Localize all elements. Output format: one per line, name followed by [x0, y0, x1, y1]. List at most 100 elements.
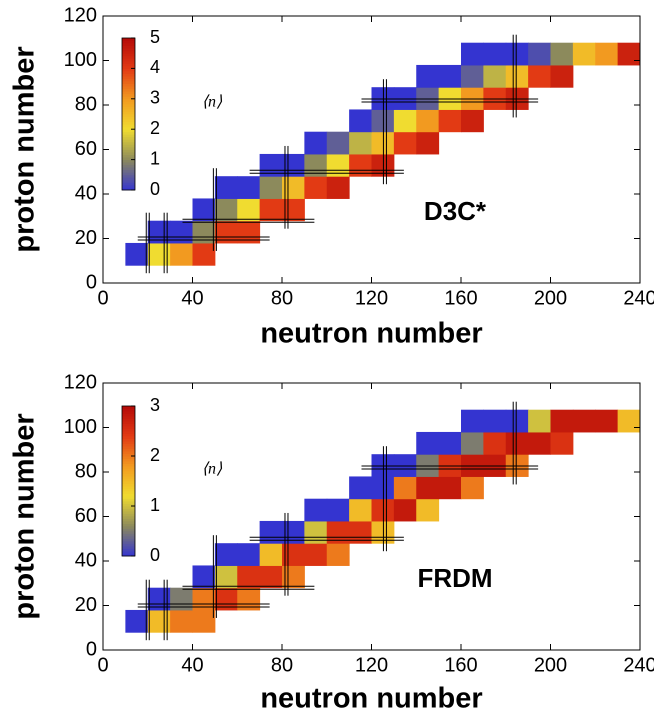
- cell: [125, 609, 149, 633]
- x-tick-label: 80: [271, 287, 293, 309]
- y-tick-label: 20: [75, 227, 97, 249]
- cell: [483, 64, 507, 88]
- colorbar-step: [122, 418, 135, 422]
- x-tick-label: 160: [444, 654, 477, 676]
- colorbar-step: [122, 453, 135, 457]
- model-label: D3C*: [424, 196, 487, 226]
- x-axis-label: neutron number: [260, 683, 482, 715]
- colorbar-tick-label: 0: [150, 179, 160, 199]
- colorbar-step: [122, 548, 135, 552]
- colorbar-step: [122, 413, 135, 417]
- colorbar-step: [122, 136, 135, 140]
- cell: [416, 431, 440, 455]
- colorbar-step: [122, 116, 135, 120]
- colorbar-step: [122, 436, 135, 439]
- cell: [147, 609, 171, 633]
- cell: [170, 609, 193, 633]
- colorbar-step: [122, 50, 135, 54]
- cell: [505, 64, 529, 88]
- cell: [550, 431, 574, 455]
- x-tick-label: 40: [181, 287, 203, 309]
- colorbar-step: [122, 108, 135, 112]
- cell: [438, 109, 462, 133]
- cell: [237, 198, 261, 222]
- cell: [237, 565, 261, 589]
- colorbar-step: [122, 154, 135, 158]
- cell: [550, 409, 574, 433]
- colorbar-step: [122, 119, 135, 122]
- cell: [595, 42, 619, 66]
- colorbar-step: [122, 426, 135, 429]
- cell: [505, 409, 529, 433]
- colorbar-step: [122, 159, 135, 163]
- y-tick-label: 20: [75, 594, 97, 616]
- cell: [461, 42, 484, 66]
- colorbar-step: [122, 438, 135, 442]
- colorbar-step: [122, 174, 135, 178]
- cell: [304, 131, 328, 155]
- colorbar-tick-label: 1: [150, 148, 160, 168]
- colorbar-step: [122, 503, 135, 507]
- colorbar-step: [122, 458, 135, 462]
- colorbar-step: [122, 91, 135, 95]
- model-label: FRDM: [417, 563, 492, 593]
- colorbar-step: [122, 164, 135, 168]
- colorbar-step: [122, 516, 135, 519]
- cell: [483, 431, 507, 455]
- cell: [147, 220, 171, 244]
- colorbar-step: [122, 121, 135, 125]
- cell: [170, 587, 193, 611]
- cell: [528, 64, 551, 88]
- x-tick-label: 80: [271, 654, 293, 676]
- cell: [237, 176, 261, 199]
- colorbar-step: [122, 481, 135, 484]
- colorbar-step: [122, 483, 135, 487]
- cell: [214, 198, 238, 222]
- colorbar-step: [122, 538, 135, 542]
- colorbar-step: [122, 167, 135, 171]
- cell: [170, 220, 193, 244]
- colorbar-step: [122, 124, 135, 128]
- cell: [461, 431, 484, 455]
- x-tick-label: 200: [534, 654, 567, 676]
- colorbar-step: [122, 40, 135, 44]
- colorbar-step: [122, 134, 135, 138]
- colorbar-step: [122, 431, 135, 434]
- cell: [349, 131, 372, 155]
- colorbar-step: [122, 162, 135, 166]
- cell: [237, 543, 261, 566]
- colorbar-step: [122, 179, 135, 183]
- cell: [393, 476, 417, 500]
- colorbar-step: [122, 406, 135, 409]
- colorbar-step: [122, 471, 135, 474]
- cell: [304, 153, 328, 177]
- colorbar-step: [122, 411, 135, 414]
- colorbar-step: [122, 81, 135, 84]
- colorbar-step: [122, 184, 135, 188]
- cell: [192, 220, 216, 244]
- cell: [304, 520, 328, 544]
- colorbar-step: [122, 456, 135, 459]
- colorbar-step: [122, 68, 135, 72]
- cell: [438, 431, 462, 455]
- colorbar-step: [122, 446, 135, 449]
- colorbar-step: [122, 157, 135, 160]
- colorbar-step: [122, 526, 135, 529]
- cell: [349, 109, 372, 133]
- x-tick-label: 200: [534, 287, 567, 309]
- cell: [237, 220, 261, 244]
- colorbar-step: [122, 468, 135, 472]
- colorbar-step: [122, 528, 135, 532]
- y-tick-label: 40: [75, 549, 97, 571]
- cell: [416, 476, 440, 500]
- colorbar-tick-label: 2: [150, 445, 160, 465]
- colorbar-frame: [121, 405, 136, 557]
- colorbar-step: [122, 463, 135, 467]
- colorbar-step: [122, 508, 135, 512]
- colorbar-step: [122, 466, 135, 469]
- colorbar-step: [122, 511, 135, 514]
- cell: [259, 198, 283, 222]
- x-tick-label: 240: [623, 654, 654, 676]
- cell: [192, 587, 216, 611]
- colorbar-step: [122, 76, 135, 79]
